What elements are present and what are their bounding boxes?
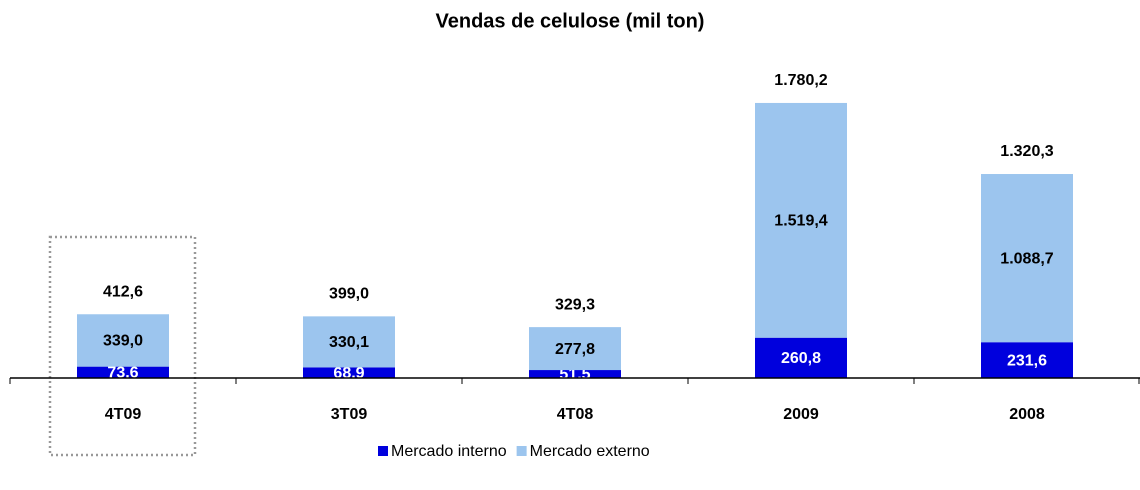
bar-segment — [303, 367, 395, 378]
x-tick-label: 4T09 — [105, 406, 142, 423]
bar-segment — [981, 174, 1073, 343]
data-label: 51,5 — [559, 366, 590, 383]
bar-segment — [981, 342, 1073, 378]
x-tick-label: 4T08 — [557, 406, 594, 423]
bar-segment — [77, 366, 169, 378]
bar-segment — [529, 370, 621, 378]
x-tick-label: 2008 — [1009, 406, 1045, 423]
x-tick-label: 3T09 — [331, 406, 368, 423]
bar-segment — [755, 337, 847, 378]
total-label: 399,0 — [329, 286, 369, 303]
bar-segment — [77, 314, 169, 367]
total-label: 412,6 — [103, 283, 143, 300]
bar-segment — [303, 316, 395, 368]
bar-segment — [755, 102, 847, 338]
data-label: 339,0 — [103, 333, 143, 350]
legend-label: Mercado externo — [530, 443, 650, 460]
x-tick-label: 2009 — [783, 406, 819, 423]
data-label: 73,6 — [107, 365, 138, 382]
total-label: 329,3 — [555, 296, 595, 313]
highlight-box — [48, 235, 197, 457]
data-label: 260,8 — [781, 350, 821, 367]
legend-swatch — [516, 446, 527, 456]
total-label: 1.320,3 — [1000, 143, 1053, 160]
data-label: 68,9 — [333, 365, 364, 382]
bar-segment — [529, 327, 621, 371]
legend-swatch — [378, 446, 388, 456]
chart-title: Vendas de celulose (mil ton) — [436, 10, 705, 32]
data-label: 1.088,7 — [1000, 250, 1053, 267]
data-label: 277,8 — [555, 341, 595, 358]
legend-label: Mercado interno — [391, 443, 507, 460]
data-label: 231,6 — [1007, 352, 1047, 369]
total-label: 1.780,2 — [774, 72, 827, 89]
data-label: 330,1 — [329, 334, 369, 351]
data-label: 1.519,4 — [774, 213, 827, 230]
